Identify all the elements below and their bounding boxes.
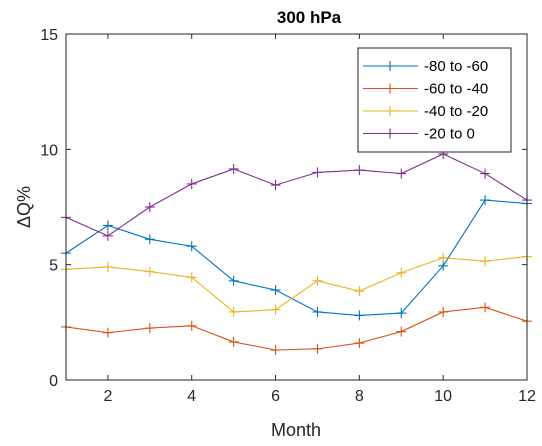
legend-label: -40 to -20 <box>424 103 488 120</box>
legend: -80 to -60 -60 to -40 -40 to -20 -20 to 0 <box>358 48 511 152</box>
x-axis-title: Month <box>271 420 321 440</box>
x-tick-label: 10 <box>434 388 452 405</box>
y-tick-label: 5 <box>49 258 58 275</box>
x-tick-label: 4 <box>187 388 196 405</box>
legend-label: -80 to -60 <box>424 58 488 75</box>
x-tick-label: 8 <box>355 388 364 405</box>
y-tick-label: 10 <box>40 142 58 159</box>
legend-label: -20 to 0 <box>424 126 475 143</box>
legend-label: -60 to -40 <box>424 81 488 98</box>
chart-title: 300 hPa <box>277 8 342 27</box>
x-tick-label: 12 <box>518 388 536 405</box>
x-tick-label: 2 <box>103 388 112 405</box>
y-tick-label: 15 <box>40 27 58 44</box>
y-tick-label: 0 <box>49 373 58 390</box>
y-axis-title: ΔQ% <box>14 186 34 228</box>
x-tick-label: 6 <box>271 388 280 405</box>
